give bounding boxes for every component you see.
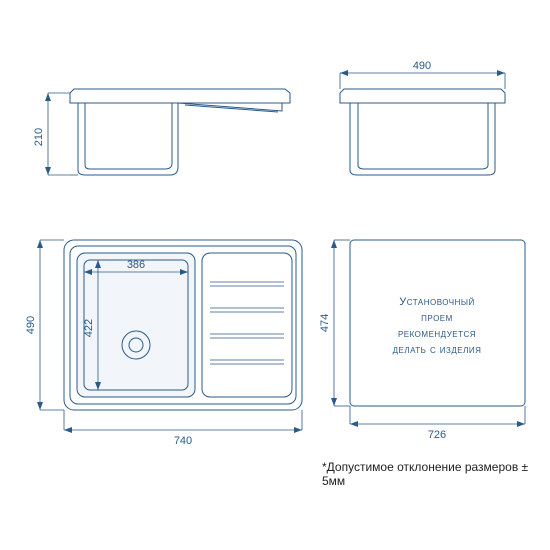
cutout-note-3: рекомендуется (398, 328, 476, 340)
dim-side-width-label: 490 (413, 60, 431, 72)
dim-top-width: 740 (64, 410, 302, 447)
drainboard (202, 253, 292, 397)
dim-bowl-height-label: 422 (83, 319, 95, 337)
cutout-note-4: делать с изделия (393, 344, 482, 356)
dim-top-height: 490 (25, 240, 64, 410)
dim-top-height-label: 490 (25, 316, 37, 334)
front-body (70, 89, 290, 175)
front-elevation: 210 (30, 55, 310, 205)
dim-cutout-height-label: 474 (320, 314, 331, 332)
top-view: 490 740 386 422 (22, 210, 322, 470)
cutout-note-2: проем (421, 312, 453, 324)
dim-cutout-width-label: 726 (428, 429, 446, 441)
dim-cutout-width: 726 (350, 406, 525, 441)
cutout-note-1: Установочный (399, 296, 475, 308)
dim-front-height: 210 (33, 93, 70, 175)
dim-bowl-width-label: 386 (127, 259, 145, 271)
dim-side-width: 490 (340, 60, 505, 89)
dim-front-height-label: 210 (33, 128, 45, 146)
technical-drawing: 210 490 490 (0, 0, 550, 550)
side-body (340, 89, 505, 175)
dim-cutout-height: 474 (320, 240, 350, 406)
footnote: *Допустимое отклонение размеров ± 5мм (322, 460, 550, 488)
dim-top-width-label: 740 (174, 435, 192, 447)
cutout-panel: 474 726 Установочный проем рекомендуется… (320, 210, 540, 470)
side-elevation: 490 (320, 55, 540, 205)
